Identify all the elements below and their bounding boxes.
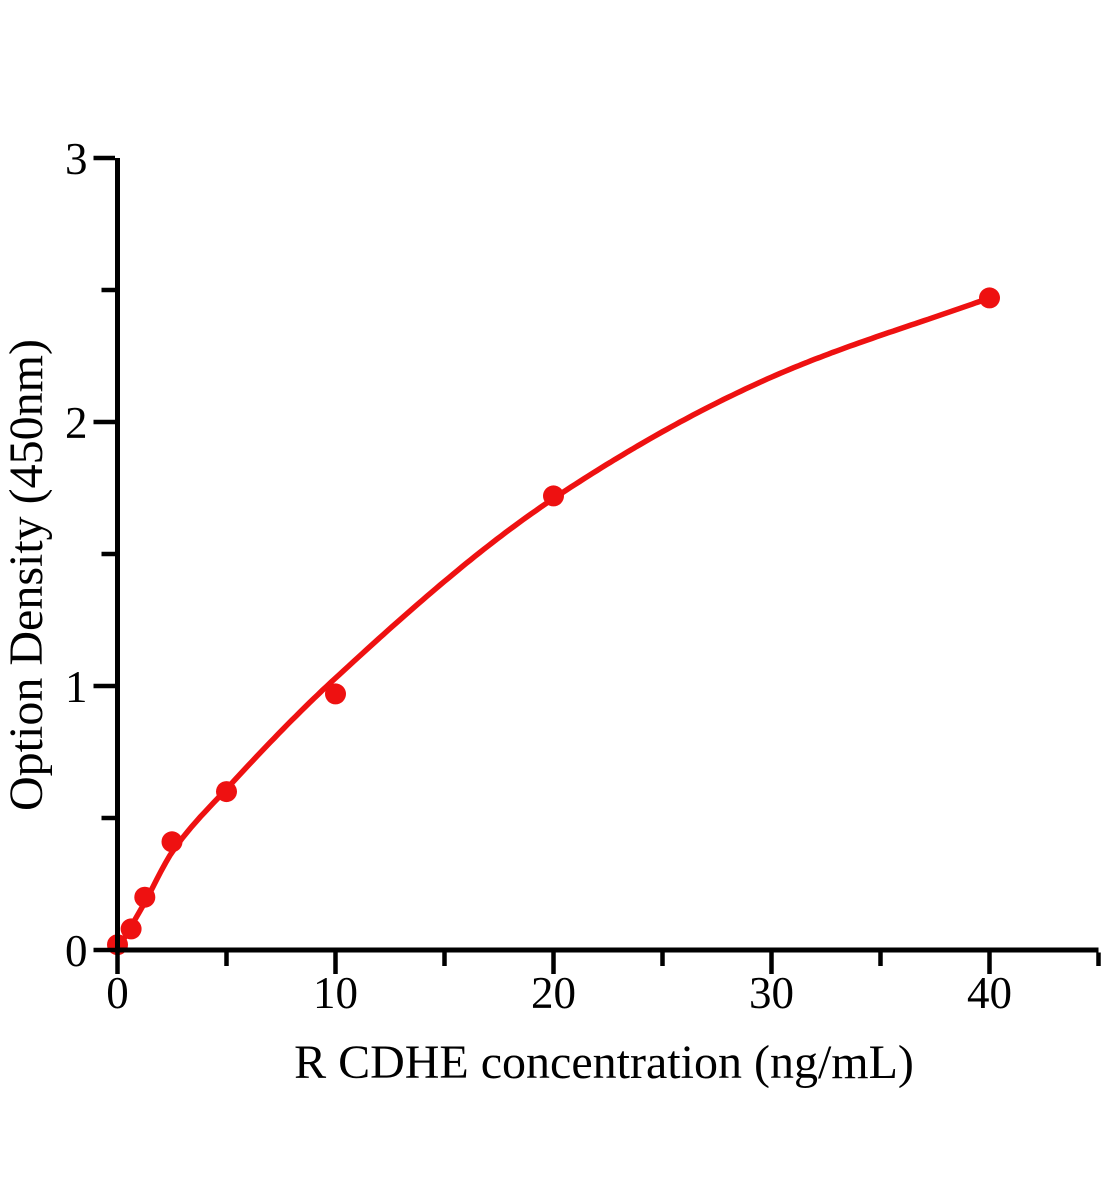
x-tick-label: 30 — [749, 968, 794, 1018]
y-axis-title: Option Density (450nm) — [0, 339, 53, 811]
x-tick-label: 20 — [531, 968, 576, 1018]
y-tick-label: 3 — [65, 134, 88, 184]
data-point — [325, 683, 346, 705]
x-tick-label: 40 — [967, 968, 1012, 1018]
data-point — [120, 918, 142, 940]
plot-content: 0 10 20 30 40 0 1 2 3 — [65, 134, 1101, 1018]
y-tick-label: 1 — [65, 662, 88, 712]
data-point — [161, 831, 183, 853]
data-point — [216, 781, 237, 803]
y-tick-label: 2 — [65, 398, 88, 448]
data-point — [134, 886, 156, 908]
data-point — [543, 485, 564, 507]
data-point — [979, 287, 1000, 309]
y-tick-label: 0 — [65, 926, 88, 976]
x-tick-label: 0 — [106, 968, 129, 1018]
x-axis-title: R CDHE concentration (ng/mL) — [294, 1036, 914, 1089]
x-tick-label: 10 — [313, 968, 358, 1018]
fit-curve — [114, 295, 993, 953]
